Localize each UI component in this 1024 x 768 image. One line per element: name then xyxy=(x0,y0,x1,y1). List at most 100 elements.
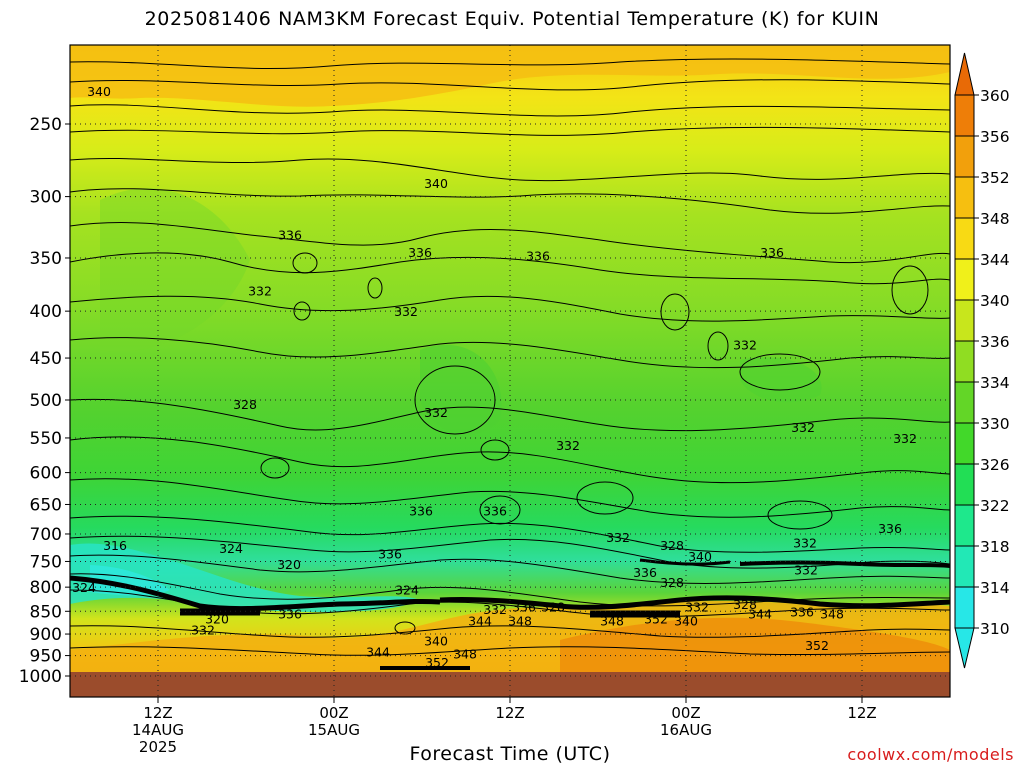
contour-label-text: 344 xyxy=(748,607,772,622)
grid-lines xyxy=(70,45,950,697)
contour-label: 336 xyxy=(408,245,432,260)
colorbar-label: 340 xyxy=(980,292,1010,310)
contour-label-text: 332 xyxy=(248,284,272,299)
contour-label: 320 xyxy=(277,557,301,572)
y-tick-label: 950 xyxy=(30,647,62,667)
contour-label: 340 xyxy=(87,84,111,99)
y-tick-label: 300 xyxy=(30,188,62,208)
contour-label: 348 xyxy=(453,646,477,661)
colorbar-segment xyxy=(954,299,975,342)
contour-label-text: 336 xyxy=(278,607,302,622)
contour-label-text: 324 xyxy=(219,541,243,556)
x-tick-label: 16AUG xyxy=(660,721,712,739)
y-tick-label: 400 xyxy=(30,302,62,322)
contour-label-text: 336 xyxy=(408,245,432,260)
contour-label: 352 xyxy=(644,611,668,626)
contour-label: 352 xyxy=(425,655,449,670)
x-tick-label: 14AUG xyxy=(132,721,184,739)
y-tick-label: 700 xyxy=(30,525,62,545)
contour-label-text: 328 xyxy=(660,575,684,590)
colorbar-segment xyxy=(954,381,975,424)
contour-label: 336 xyxy=(633,565,657,580)
contour-label: 328 xyxy=(733,597,757,612)
contour-label-text: 320 xyxy=(277,557,301,572)
contour-label: 336 xyxy=(878,521,902,536)
colorbar-segment xyxy=(954,340,975,383)
contour-label-text: 328 xyxy=(733,597,757,612)
x-tick-label: 15AUG xyxy=(308,721,360,739)
y-tick-label: 850 xyxy=(30,602,62,622)
colorbar-label: 356 xyxy=(980,128,1010,146)
contour-label-text: 340 xyxy=(424,634,448,649)
contour-lines xyxy=(70,58,950,656)
contour-label: 332 xyxy=(791,420,815,435)
contour-label: 328 xyxy=(660,538,684,553)
contour-label: 336 xyxy=(278,607,302,622)
contour-label: 332 xyxy=(191,623,215,638)
contour-label-text: 340 xyxy=(674,614,698,629)
colorbar-segment xyxy=(954,422,975,465)
contour-label-text: 336 xyxy=(512,600,536,615)
contour-label-text: 336 xyxy=(633,565,657,580)
contour-label-text: 332 xyxy=(556,438,580,453)
contour-label: 336 xyxy=(526,249,550,264)
contour-label-text: 336 xyxy=(526,249,550,264)
x-tick-label: 00Z xyxy=(319,704,348,722)
contour-label-text: 332 xyxy=(483,602,507,617)
y-tick-label: 900 xyxy=(30,625,62,645)
colorbar-arrow-low xyxy=(954,627,975,669)
x-tick-label: 12Z xyxy=(143,704,172,722)
contour-label-text: 332 xyxy=(424,405,448,420)
colorbar-label: 334 xyxy=(980,374,1010,392)
contour-label-text: 348 xyxy=(820,607,844,622)
contour-label-text: 336 xyxy=(878,521,902,536)
contour-label-text: 324 xyxy=(395,583,419,598)
contour-label: 340 xyxy=(688,549,712,564)
contour-label: 336 xyxy=(278,228,302,243)
credit-text: coolwx.com/models xyxy=(847,745,1014,764)
colorbar-segment xyxy=(954,135,975,178)
colorbar-segment xyxy=(954,94,975,137)
contour-label: 316 xyxy=(103,538,127,553)
contour-label: 336 xyxy=(512,600,536,615)
contour-label: 336 xyxy=(790,604,814,619)
contour-label-text: 340 xyxy=(688,549,712,564)
contour-label-text: 320 xyxy=(205,611,229,626)
colorbar-label: 310 xyxy=(980,620,1010,638)
contour-label: 340 xyxy=(674,614,698,629)
colorbar-arrow-high xyxy=(954,52,975,96)
front-bands xyxy=(70,558,950,670)
colorbar-label: 322 xyxy=(980,497,1010,515)
y-tick-label: 750 xyxy=(30,552,62,572)
contour-label-text: 352 xyxy=(644,611,668,626)
contour-label: 332 xyxy=(606,530,630,545)
contour-label-text: 340 xyxy=(424,176,448,191)
colorbar: 310 314 318 322 326 330 334 336 340 344 348 352 356 3… xyxy=(954,52,1010,669)
y-tick-label: 500 xyxy=(30,391,62,411)
y-tick-label: 1000 xyxy=(19,667,62,687)
contour-label: 336 xyxy=(409,504,433,519)
colorbar-segment xyxy=(954,504,975,547)
contour-label-text: 348 xyxy=(453,646,477,661)
y-tick-label: 550 xyxy=(30,429,62,449)
contour-label-text: 328 xyxy=(541,600,565,615)
colorbar-label: 314 xyxy=(980,579,1010,597)
contour-label-text: 332 xyxy=(733,338,757,353)
contour-label-text: 324 xyxy=(72,580,96,595)
contour-label: 336 xyxy=(760,245,784,260)
contour-label-text: 332 xyxy=(893,431,917,446)
contour-label-text: 348 xyxy=(600,614,624,629)
contour-label-text: 332 xyxy=(791,420,815,435)
colorbar-label: 336 xyxy=(980,333,1010,351)
contour-label-text: 336 xyxy=(790,604,814,619)
colorbar-label: 326 xyxy=(980,456,1010,474)
contour-label-text: 352 xyxy=(805,638,829,653)
contour-label-text: 340 xyxy=(87,84,111,99)
y-tick-label: 250 xyxy=(30,115,62,135)
contour-label: 332 xyxy=(793,535,817,550)
colorbar-label: 348 xyxy=(980,210,1010,228)
contour-label: 352 xyxy=(805,638,829,653)
